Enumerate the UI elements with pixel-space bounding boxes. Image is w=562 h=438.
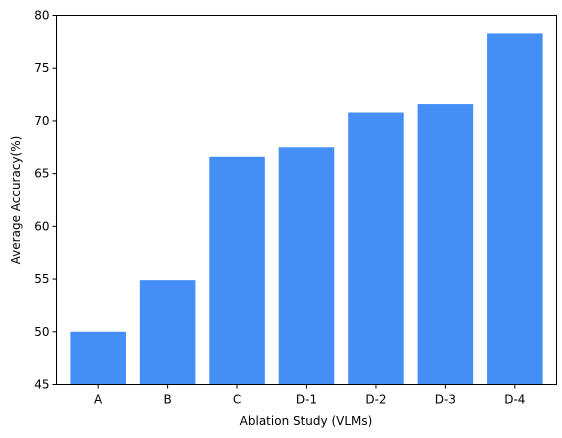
bar-d-3 [417, 104, 474, 385]
y-tick-label: 50 [34, 325, 49, 339]
bar-d-1 [278, 147, 335, 385]
bar-c [209, 156, 265, 385]
y-tick-label: 60 [34, 219, 49, 233]
bar-d-4 [487, 33, 543, 385]
x-tick-label: B [163, 393, 171, 407]
x-axis-title: Ablation Study (VLMs) [240, 414, 373, 428]
y-tick-label: 70 [34, 114, 49, 128]
bar-d-2 [348, 112, 404, 385]
bars-layer [70, 33, 543, 385]
y-tick-label: 55 [34, 272, 49, 286]
x-tick-label: A [94, 393, 103, 407]
x-tick-label: D-4 [504, 393, 525, 407]
x-tick-label: D-2 [365, 393, 386, 407]
y-tick-label: 65 [34, 167, 49, 181]
y-tick-label: 75 [34, 61, 49, 75]
bar-b [139, 280, 196, 385]
y-axis-title: Average Accuracy(%) [9, 136, 23, 265]
x-tick-label: D-3 [435, 393, 456, 407]
y-tick-label: 45 [34, 378, 49, 392]
y-axis: 45 50 55 60 65 70 75 80 [34, 9, 57, 392]
x-tick-label: C [233, 393, 241, 407]
x-tick-label: D-1 [296, 393, 317, 407]
bar-a [70, 331, 126, 385]
x-axis: A B C D-1 D-2 D-3 D-4 [94, 384, 525, 407]
y-tick-label: 80 [34, 9, 49, 23]
